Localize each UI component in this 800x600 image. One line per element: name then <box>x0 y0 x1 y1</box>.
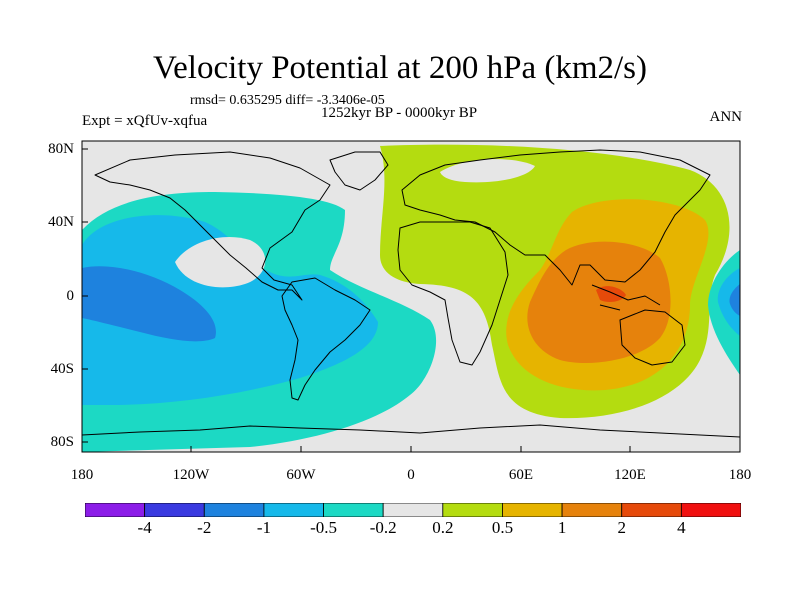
lon-label-60w: 60W <box>286 467 316 483</box>
coast-north-america <box>94 151 331 301</box>
experiment-label: Expt = xQfUv-xqfua <box>82 113 208 129</box>
lat-label-80s: 80S <box>50 434 74 450</box>
contour-east-neg-1 <box>729 284 740 316</box>
contour-pos-1 <box>527 241 671 364</box>
colorbar-swatch <box>442 503 503 517</box>
season-label: ANN <box>709 109 743 125</box>
colorbar-label: 1 <box>557 518 567 537</box>
lon-label-180w: 180 <box>70 467 94 483</box>
lon-label-120e: 120E <box>614 467 646 483</box>
colorbar-label: 0.5 <box>491 518 514 537</box>
coast-eurasia <box>401 149 711 286</box>
contour-east-neg-0.5 <box>717 268 740 336</box>
coast-antarctica <box>82 424 740 438</box>
colorbar-label: 4 <box>677 518 686 537</box>
colorbar-swatch <box>621 503 682 517</box>
contour-pos-2 <box>596 286 626 303</box>
colorbar-label: -2 <box>197 518 212 537</box>
coastlines <box>82 149 740 438</box>
coast-africa <box>397 221 509 366</box>
colorbar-label: -0.5 <box>310 518 337 537</box>
contour-neg-1 <box>82 266 216 342</box>
colorbar-swatch <box>680 503 741 517</box>
axis-ticks <box>81 148 741 452</box>
contour-pos-0.2-hole <box>440 159 535 183</box>
coast-australia <box>619 309 686 366</box>
colorbar-swatch <box>263 503 324 517</box>
colorbar-swatch <box>502 503 563 517</box>
lat-label-80n: 80N <box>48 141 74 157</box>
coast-greenland <box>329 151 389 191</box>
map-title: Velocity Potential at 200 hPa (km2/s) <box>152 50 648 86</box>
coast-maritime-continent <box>591 284 661 311</box>
colorbar-label: 2 <box>617 518 626 537</box>
colorbar <box>85 503 741 517</box>
colorbar-label: -1 <box>256 518 271 537</box>
colorbar-swatch <box>144 503 205 517</box>
contour-neg-0.2-hole <box>175 236 266 288</box>
contour-neg-0.5 <box>82 215 378 405</box>
colorbar-label: -0.2 <box>369 518 397 537</box>
lat-label-0: 0 <box>66 288 75 304</box>
colorbar-label: 0.2 <box>432 518 454 537</box>
colorbar-swatch <box>85 503 146 517</box>
lon-label-120w: 120W <box>172 467 210 483</box>
colorbar-swatch <box>382 503 444 517</box>
colorbar-label: -4 <box>137 518 152 537</box>
colorbar-swatch <box>323 503 384 517</box>
colorbar-swatch <box>561 503 623 517</box>
lon-label-0: 0 <box>407 467 415 483</box>
lon-label-60e: 60E <box>508 467 534 483</box>
lon-label-180e: 180 <box>728 467 752 483</box>
lat-label-40s: 40S <box>50 361 74 377</box>
lat-label-40n: 40N <box>48 214 74 230</box>
colorbar-swatch <box>203 503 265 517</box>
period-label: 1252kyr BP - 0000kyr BP <box>321 105 478 121</box>
coast-south-america <box>281 277 371 401</box>
stats-label: rmsd= 0.635295 diff= -3.3406e-05 <box>190 93 385 108</box>
